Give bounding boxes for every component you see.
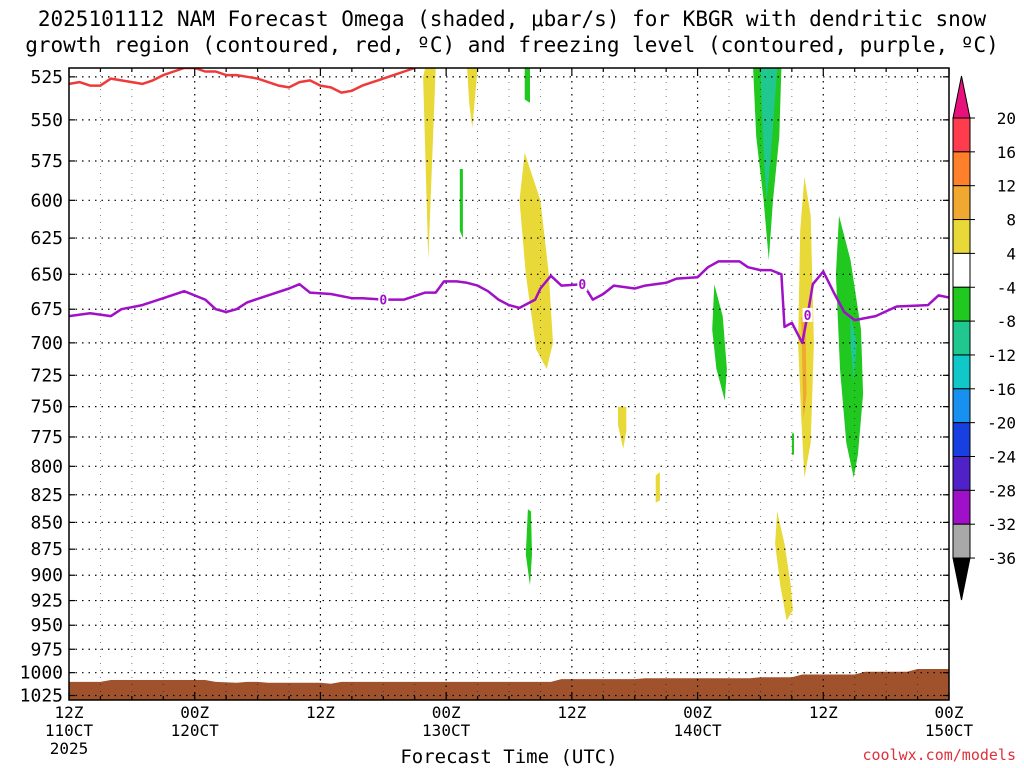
colorbar: 20 16 12 8 4 -4 -8 -12 -16 -20 -24 -28 -32 -36: [952, 75, 1016, 601]
chart-title: 2025101112 NAM Forecast Omega (shaded, μ…: [0, 6, 1024, 58]
colorbar-segment: [952, 185, 971, 221]
x-tick-label: 12Z: [306, 703, 335, 722]
omega-region-7: [525, 509, 532, 586]
y-tick-label: 875: [30, 539, 63, 560]
chart-title-line2: growth region (contoured, red, ºC) and f…: [25, 33, 999, 57]
colorbar-label: -32: [987, 515, 1016, 534]
colorbar-label: -24: [987, 448, 1016, 467]
colorbar-segment: [952, 489, 971, 525]
x-tick-label: 00Z: [683, 703, 712, 722]
x-tick-label: 12Z: [809, 703, 838, 722]
colorbar-label: -16: [987, 380, 1016, 399]
colorbar-segment: [952, 422, 971, 457]
y-tick-label: 675: [30, 299, 63, 320]
colorbar-label: 12: [997, 177, 1016, 196]
omega-region-16: [850, 316, 857, 382]
contour-label-bg: [577, 277, 588, 292]
chart-title-line1: 2025101112 NAM Forecast Omega (shaded, μ…: [37, 7, 987, 31]
colorbar-segment: [952, 456, 971, 491]
x-tick-label: 12Z: [557, 703, 586, 722]
x-tick-sublabel: 130CT: [422, 721, 471, 740]
y-tick-label: 650: [30, 264, 63, 285]
grid: [69, 68, 949, 700]
y-tick-label: 950: [30, 615, 63, 636]
freezing-level-contour: [69, 260, 949, 345]
x-tick-label: 12Z: [55, 703, 84, 722]
omega-region-15: [835, 215, 864, 478]
contour-label-bg: [378, 292, 389, 307]
colorbar-segment: [952, 523, 971, 559]
colorbar-label: -12: [987, 346, 1016, 365]
omega-region-0: [423, 68, 436, 260]
colorbar-label: -28: [987, 481, 1016, 500]
omega-region-4: [519, 152, 553, 369]
colorbar-label: -4: [997, 278, 1016, 297]
x-tick-label: 00Z: [935, 703, 964, 722]
omega-region-1: [467, 68, 478, 129]
x-axis-label: Forecast Time (UTC): [400, 746, 617, 768]
contour-label-bg: [802, 307, 813, 322]
freezing-level-label: 0: [804, 309, 812, 324]
colorbar-segment: [952, 320, 971, 356]
colorbar-segment: [952, 252, 971, 288]
y-tick-label: 575: [30, 151, 63, 172]
y-tick-label: 800: [30, 456, 63, 477]
freezing-level-label: 0: [578, 278, 586, 293]
y-tick-label: 550: [30, 110, 63, 131]
y-tick-label: 825: [30, 485, 63, 506]
omega-region-6: [655, 472, 660, 503]
colorbar-segment: [952, 286, 971, 322]
contours: 0 0 0: [69, 68, 949, 345]
x-tick-year: 2025: [50, 739, 89, 758]
y-tick-label: 700: [30, 333, 63, 354]
colorbar-top-arrow: [952, 75, 971, 119]
omega-region-10: [760, 68, 778, 201]
colorbar-bottom-arrow: [952, 557, 971, 601]
colorbar-segment: [952, 151, 971, 187]
y-tick-label: 1000: [20, 663, 63, 684]
x-tick-sublabel: 110CT: [45, 721, 94, 740]
omega-region-3: [524, 68, 530, 103]
colorbar-segment: [952, 354, 971, 390]
y-tick-label: 925: [30, 591, 63, 612]
colorbar-segment: [952, 219, 971, 254]
colorbar-label: 20: [997, 109, 1016, 128]
x-tick-sublabel: 120CT: [171, 721, 220, 740]
y-tick-label: 725: [30, 365, 63, 386]
omega-region-13: [791, 433, 794, 455]
colorbar-label: 16: [997, 143, 1016, 162]
y-axis: 525 550 575 600 625 650 675 700 725 750 775 800 825 8…: [20, 67, 949, 707]
y-tick-label: 625: [30, 228, 63, 249]
colorbar-segment: [952, 388, 971, 424]
omega-region-5: [618, 406, 627, 449]
freezing-level-label: 0: [379, 294, 387, 309]
omega-region-2: [459, 169, 463, 239]
x-tick-label: 00Z: [432, 703, 461, 722]
colorbar-segment: [952, 117, 971, 153]
y-tick-label: 900: [30, 565, 63, 586]
y-tick-label: 850: [30, 512, 63, 533]
y-tick-label: 775: [30, 427, 63, 448]
x-tick-sublabel: 140CT: [673, 721, 722, 740]
colorbar-label: -36: [987, 549, 1016, 568]
credit-text: coolwx.com/models: [862, 746, 1016, 764]
plot-area: 0 0 0: [69, 68, 949, 700]
omega-shading: [423, 68, 864, 621]
colorbar-label: 8: [1006, 211, 1016, 230]
y-tick-label: 1025: [20, 686, 63, 707]
dendritic-zone-contour: [69, 68, 416, 94]
omega-region-14: [775, 511, 793, 621]
y-tick-label: 600: [30, 190, 63, 211]
colorbar-label: -8: [997, 312, 1016, 331]
y-tick-label: 525: [30, 67, 63, 88]
x-tick-label: 00Z: [180, 703, 209, 722]
y-tick-label: 975: [30, 639, 63, 660]
x-tick-sublabel: 150CT: [925, 721, 974, 740]
colorbar-label: -20: [987, 414, 1016, 433]
colorbar-label: 4: [1006, 244, 1016, 263]
y-tick-label: 750: [30, 397, 63, 418]
